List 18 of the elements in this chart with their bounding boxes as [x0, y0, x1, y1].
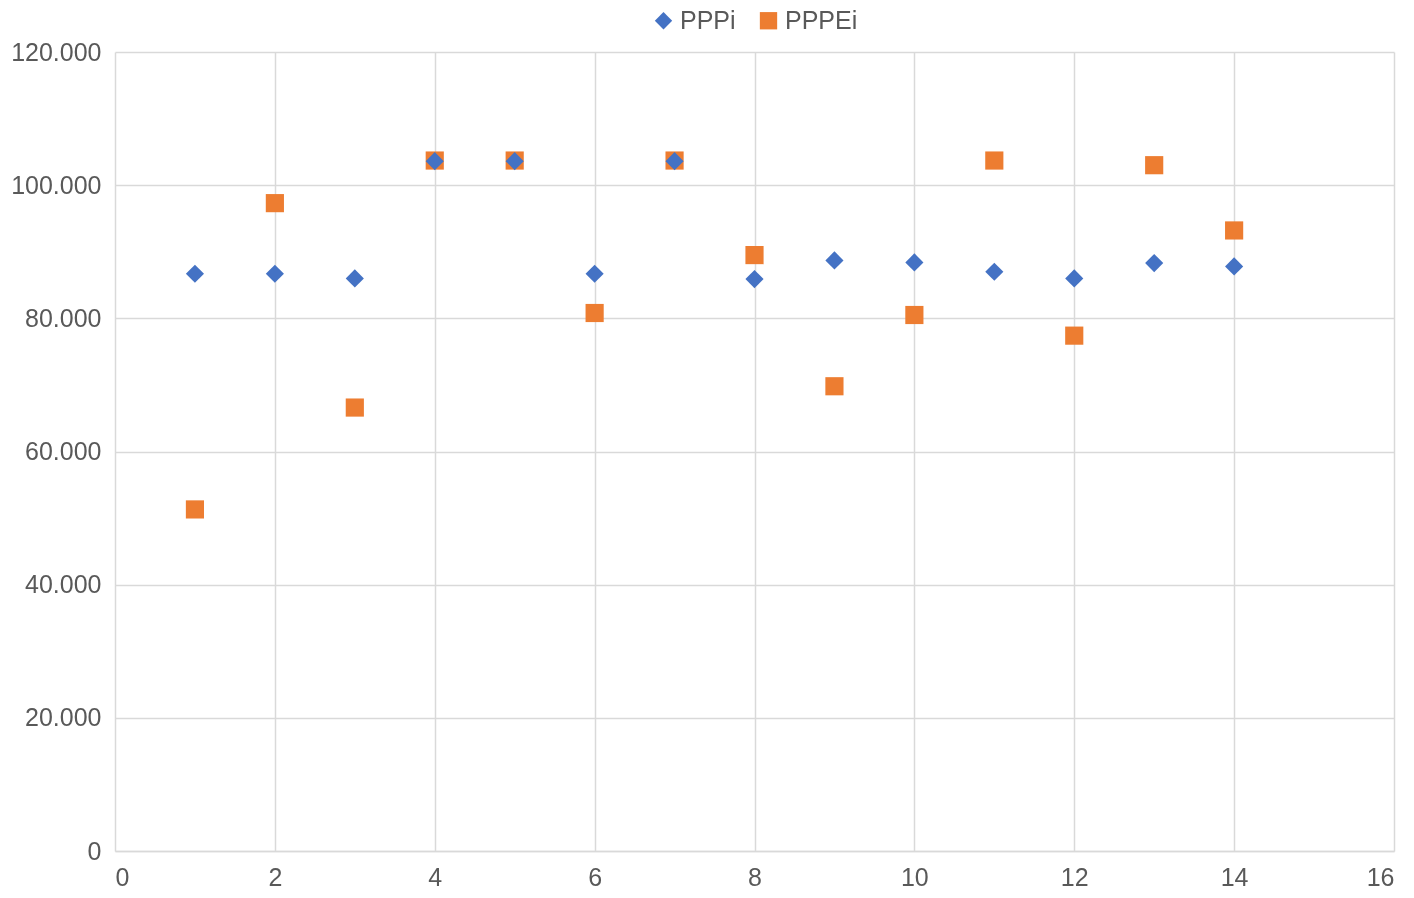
y-tick-label: 80.000: [25, 303, 102, 332]
x-tick-label: 16: [1366, 862, 1395, 891]
x-tick-label: 12: [1060, 862, 1089, 891]
x-tick-label: 6: [588, 862, 603, 891]
y-tick-label: 20.000: [25, 703, 102, 732]
legend-label: PPPEi: [785, 5, 858, 34]
x-tick-label: 8: [748, 862, 762, 891]
legend-label: PPPi: [680, 5, 736, 34]
x-tick-label: 0: [115, 862, 130, 891]
x-tick-label: 2: [268, 862, 283, 891]
x-tick-label: 4: [428, 862, 443, 891]
y-tick-label: 60.000: [25, 437, 102, 465]
x-tick-label: 10: [900, 862, 929, 891]
y-tick-label: 100.000: [11, 170, 102, 199]
y-tick-label: 0: [87, 836, 102, 865]
y-tick-label: 120.000: [11, 37, 102, 66]
y-tick-label: 40.000: [25, 570, 102, 599]
x-tick-label: 14: [1220, 862, 1249, 891]
